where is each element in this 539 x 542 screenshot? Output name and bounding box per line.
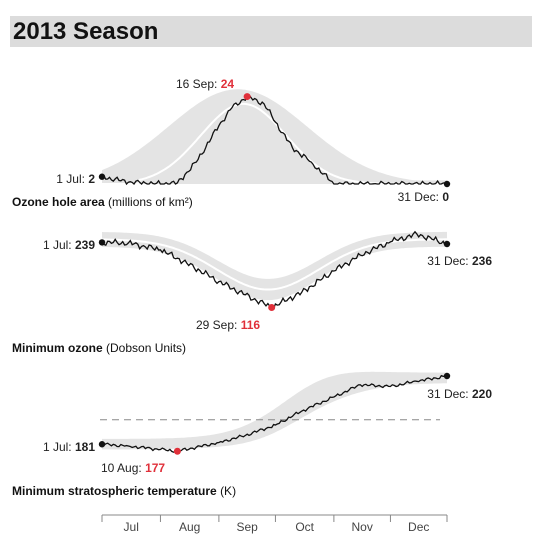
min-ozone-min-annotation: 29 Sep: 116	[196, 318, 260, 332]
end-value: 0	[442, 190, 449, 204]
month-label-dec: Dec	[408, 520, 429, 534]
start-value: 2	[88, 172, 95, 186]
min-temp-2013-line	[101, 374, 448, 453]
end-date-label: 31 Dec:	[427, 254, 468, 268]
title-bold: Minimum stratospheric temperature	[12, 484, 217, 498]
min-date-label: 10 Aug:	[101, 461, 142, 475]
min-temp-minimum-dot	[173, 447, 181, 455]
page-title: 2013 Season	[13, 18, 159, 45]
start-date-label: 1 Jul:	[56, 172, 85, 186]
end-value: 220	[472, 387, 492, 401]
ozone-area-end-dot	[443, 180, 451, 188]
end-date-label: 31 Dec:	[398, 190, 439, 204]
min-value: 177	[145, 461, 165, 475]
min-temp-range-band	[102, 371, 447, 450]
min-temp-end-dot	[443, 372, 451, 380]
ozone-area-panel: 1 Jul: 2 16 Sep: 24 31 Dec: 0 Ozone hole…	[12, 77, 451, 209]
min-ozone-end-annotation: 31 Dec: 236	[427, 254, 492, 268]
month-label-jul: Jul	[124, 520, 139, 534]
ozone-area-2013-line	[101, 93, 448, 186]
ozone-area-peak-annotation: 16 Sep: 24	[176, 77, 234, 91]
start-date-label: 1 Jul:	[43, 440, 72, 454]
month-label-aug: Aug	[179, 520, 200, 534]
month-label-oct: Oct	[295, 520, 314, 534]
end-date-label: 31 Dec:	[427, 387, 468, 401]
start-value: 181	[75, 440, 95, 454]
start-value: 239	[75, 238, 95, 252]
min-temp-start-annotation: 1 Jul: 181	[43, 440, 95, 454]
title-bar: 2013 Season	[10, 16, 532, 47]
min-ozone-start-dot	[98, 239, 106, 246]
ozone-area-peak-dot	[243, 93, 251, 101]
min-ozone-end-dot	[443, 240, 451, 248]
ozone-area-end-annotation: 31 Dec: 0	[398, 190, 450, 204]
ozone-area-chart-title: Ozone hole area (millions of km²)	[12, 195, 193, 209]
min-ozone-start-annotation: 1 Jul: 239	[43, 238, 95, 252]
title-unit: (K)	[220, 484, 236, 498]
min-ozone-chart-title: Minimum ozone (Dobson Units)	[12, 341, 186, 355]
month-label-sep: Sep	[236, 520, 258, 534]
start-date-label: 1 Jul:	[43, 238, 72, 252]
min-ozone-panel: 1 Jul: 239 29 Sep: 116 31 Dec: 236 Minim…	[12, 230, 492, 355]
min-temp-panel: 1 Jul: 181 10 Aug: 177 31 Dec: 220 Minim…	[12, 371, 492, 498]
end-value: 236	[472, 254, 492, 268]
title-unit: (Dobson Units)	[106, 341, 186, 355]
min-date-label: 29 Sep:	[196, 318, 237, 332]
min-value: 116	[241, 318, 261, 332]
month-label-nov: Nov	[351, 520, 372, 534]
ozone-area-start-annotation: 1 Jul: 2	[56, 172, 95, 186]
ozone-area-range-band	[102, 89, 447, 184]
ozone-area-start-dot	[98, 173, 106, 180]
min-temp-min-annotation: 10 Aug: 177	[101, 461, 165, 475]
title-bold: Minimum ozone	[12, 341, 103, 355]
month-axis: Jul Aug Sep Oct Nov Dec	[101, 514, 448, 534]
min-temp-end-annotation: 31 Dec: 220	[427, 387, 492, 401]
min-temp-start-dot	[98, 441, 106, 448]
title-bold: Ozone hole area	[12, 195, 105, 209]
peak-date-label: 16 Sep:	[176, 77, 217, 91]
title-unit: (millions of km²)	[108, 195, 193, 209]
min-ozone-minimum-dot	[268, 304, 276, 312]
min-temp-chart-title: Minimum stratospheric temperature (K)	[12, 484, 236, 498]
peak-value: 24	[221, 77, 235, 91]
